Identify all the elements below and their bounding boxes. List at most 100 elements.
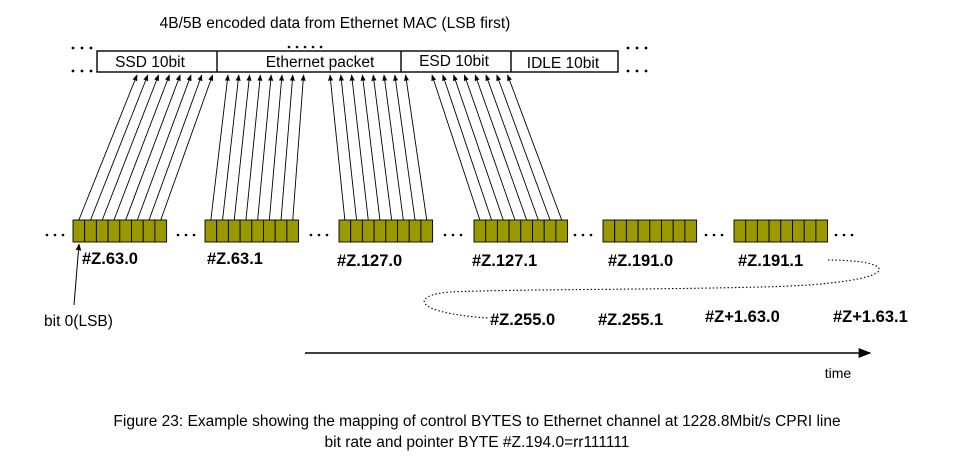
bit-cell [520, 219, 533, 243]
mapping-arrow [496, 74, 551, 221]
bit-cell [625, 219, 639, 243]
figure-caption-line1: Figure 23: Example showing the mapping o… [113, 413, 841, 430]
byte-labels-row1: #Z.63.0 #Z.63.1 #Z.127.0 #Z.127.1 #Z.191… [82, 250, 803, 270]
bit-cell [602, 219, 616, 243]
mapping-arrow [442, 74, 492, 221]
mapping-arrow [292, 74, 306, 221]
packet-break-dots [287, 45, 323, 49]
byte-label: #Z.63.0 [82, 250, 138, 268]
mapping-arrow [245, 74, 263, 221]
mapping-arrow [257, 74, 274, 221]
bit-cell [637, 219, 651, 243]
bit-cell [649, 219, 662, 243]
figure-caption-line2: bit rate and pointer BYTE #Z.194.0=rr111… [324, 434, 630, 451]
byte-group [473, 219, 569, 243]
bit-cell [780, 219, 793, 243]
bit-cell [496, 219, 510, 243]
byte-label: #Z.191.0 [608, 252, 673, 270]
mapping-arrow [78, 74, 138, 221]
mapping-arrow [393, 74, 416, 221]
bit-cell [154, 219, 168, 243]
bit-cell [508, 219, 522, 243]
byte-groups [72, 219, 829, 243]
bit-cell [555, 219, 569, 243]
bit-cell [119, 219, 132, 243]
byte-group [602, 219, 698, 243]
byte-label: #Z+1.63.1 [833, 308, 908, 326]
bit-cell [350, 219, 363, 243]
bit-cell [274, 219, 288, 243]
mapping-arrow [431, 74, 481, 221]
mapping-arrow [101, 74, 160, 221]
bit-cell [286, 219, 300, 243]
segment-ssd: SSD 10bit [115, 54, 185, 71]
bit-cell [768, 219, 782, 243]
bit-cell [792, 219, 805, 243]
byte-group [338, 219, 434, 243]
byte-label: #Z.63.1 [207, 250, 263, 268]
bit-cell [745, 219, 758, 243]
byte-label: #Z.127.1 [472, 252, 537, 270]
mapping-arrow [113, 74, 170, 221]
bit-cell [216, 219, 229, 243]
bit-cell [661, 219, 674, 243]
byte-label: #Z.191.1 [738, 252, 803, 270]
bit-cell [361, 219, 375, 243]
bit-cell [803, 219, 817, 243]
segment-packet: Ethernet packet [266, 54, 375, 71]
stream-bar [96, 50, 619, 73]
bit-cell [95, 219, 109, 243]
bit-cell [473, 219, 487, 243]
bit-cell [543, 219, 557, 243]
lsb-pointer-arrow [73, 243, 82, 306]
mapping-arrow [280, 74, 295, 221]
bit-cell [142, 219, 156, 243]
byte-group [733, 219, 829, 243]
byte-labels-row2: #Z.255.0 #Z.255.1 #Z+1.63.0 #Z+1.63.1 [490, 308, 908, 329]
stream-continuation-dots [71, 46, 648, 73]
bit-cell [131, 219, 144, 243]
byte-label: #Z+1.63.0 [705, 308, 780, 326]
mapping-arrow [136, 74, 192, 221]
mapping-arrow [90, 74, 149, 221]
bit-cell [408, 219, 422, 243]
mapping-arrow [474, 74, 528, 221]
mapping-arrow [349, 74, 369, 221]
bit-cell [672, 219, 686, 243]
mapping-arrow [453, 74, 504, 221]
mapping-arrow [125, 74, 181, 221]
mapping-arrow [210, 74, 230, 221]
bit-cell [532, 219, 545, 243]
bit-cell [733, 219, 747, 243]
mapping-arrow [403, 74, 428, 221]
mapping-arrow [148, 74, 203, 221]
bit-cell [251, 219, 264, 243]
bit0-label: bit 0(LSB) [44, 313, 113, 330]
diagram-title: 4B/5B encoded data from Ethernet MAC (LS… [160, 15, 511, 32]
bit-cell [72, 219, 86, 243]
bit-cell [107, 219, 121, 243]
byte-label: #Z.255.0 [490, 311, 555, 329]
segment-esd: ESD 10bit [419, 53, 489, 70]
bit-cell [84, 219, 97, 243]
mapping-arrow [382, 74, 404, 221]
mapping-arrow [328, 74, 346, 221]
mapping-arrow [222, 74, 241, 221]
mapping-arrow [507, 74, 563, 221]
time-label: time [825, 365, 852, 381]
bit-cell [397, 219, 410, 243]
byte-ellipsis-dots [45, 233, 854, 237]
segment-idle: IDLE 10bit [527, 55, 600, 72]
mapping-arrow [371, 74, 393, 221]
byte-group [204, 219, 300, 243]
mapping-arrow [485, 74, 539, 221]
byte-label: #Z.127.0 [337, 252, 402, 270]
bit-cell [373, 219, 387, 243]
bit-cell [263, 219, 276, 243]
mapping-arrow [268, 74, 285, 221]
bit-cell [614, 219, 627, 243]
mapping-arrow [160, 74, 214, 221]
bit-cell [815, 219, 829, 243]
bit-cell [385, 219, 398, 243]
